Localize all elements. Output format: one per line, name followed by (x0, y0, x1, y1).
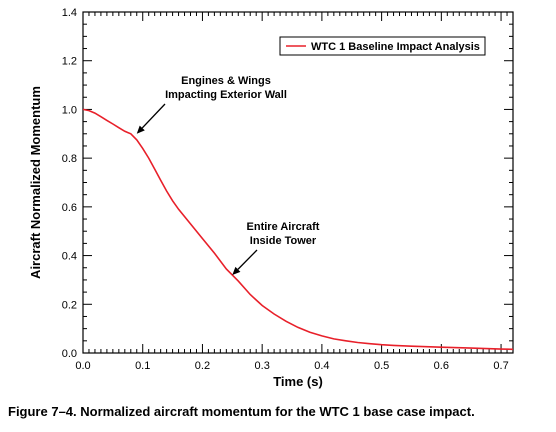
annotation-aircraft-arrowhead (232, 266, 241, 276)
y-tick-label: 1.2 (62, 56, 77, 68)
x-axis-title: Time (s) (273, 374, 323, 389)
annotation-aircraft-line1: Entire Aircraft (247, 221, 320, 233)
annotation-engines-line2: Impacting Exterior Wall (165, 89, 287, 101)
y-tick-labels: 0.0 0.2 0.4 0.6 0.8 1.0 1.2 1.4 (62, 7, 77, 360)
y-tick-label: 0.0 (62, 348, 77, 360)
annotations: Engines & Wings Impacting Exterior Wall … (136, 75, 320, 276)
x-tick-label: 0.3 (255, 360, 270, 372)
axis-ticks (82, 11, 514, 354)
y-tick-label: 0.4 (62, 251, 77, 263)
x-tick-label: 0.4 (314, 360, 329, 372)
y-tick-label: 0.6 (62, 202, 77, 214)
figure-caption: Figure 7–4. Normalized aircraft momentum… (8, 404, 475, 419)
annotation-aircraft-line2: Inside Tower (250, 235, 317, 247)
series-line-wtc1 (82, 108, 514, 351)
plot-frame (82, 11, 514, 354)
annotation-engines-line1: Engines & Wings (181, 75, 271, 87)
y-axis-title: Aircraft Normalized Momentum (28, 86, 43, 279)
legend: WTC 1 Baseline Impact Analysis (279, 36, 486, 56)
y-tick-label: 1.0 (62, 104, 77, 116)
legend-box (279, 36, 486, 56)
x-tick-label: 0.0 (75, 360, 90, 372)
legend-label: WTC 1 Baseline Impact Analysis (311, 41, 480, 53)
x-tick-labels: 0.0 0.1 0.2 0.3 0.4 0.5 0.6 0.7 (75, 360, 508, 372)
annotation-engines-arrow (141, 103, 166, 129)
annotation-aircraft-arrow (237, 249, 258, 270)
x-tick-label: 0.5 (374, 360, 389, 372)
x-tick-label: 0.2 (195, 360, 210, 372)
x-tick-label: 0.6 (434, 360, 449, 372)
y-tick-label: 1.4 (62, 7, 77, 19)
y-tick-label: 0.2 (62, 299, 77, 311)
x-tick-label: 0.1 (135, 360, 150, 372)
annotation-engines-arrowhead (136, 125, 145, 134)
x-tick-label: 0.7 (493, 360, 508, 372)
y-tick-label: 0.8 (62, 153, 77, 165)
momentum-chart: 0.0 0.1 0.2 0.3 0.4 0.5 0.6 0.7 0.0 0.2 0.4 0.6 0.8… (28, 7, 514, 389)
